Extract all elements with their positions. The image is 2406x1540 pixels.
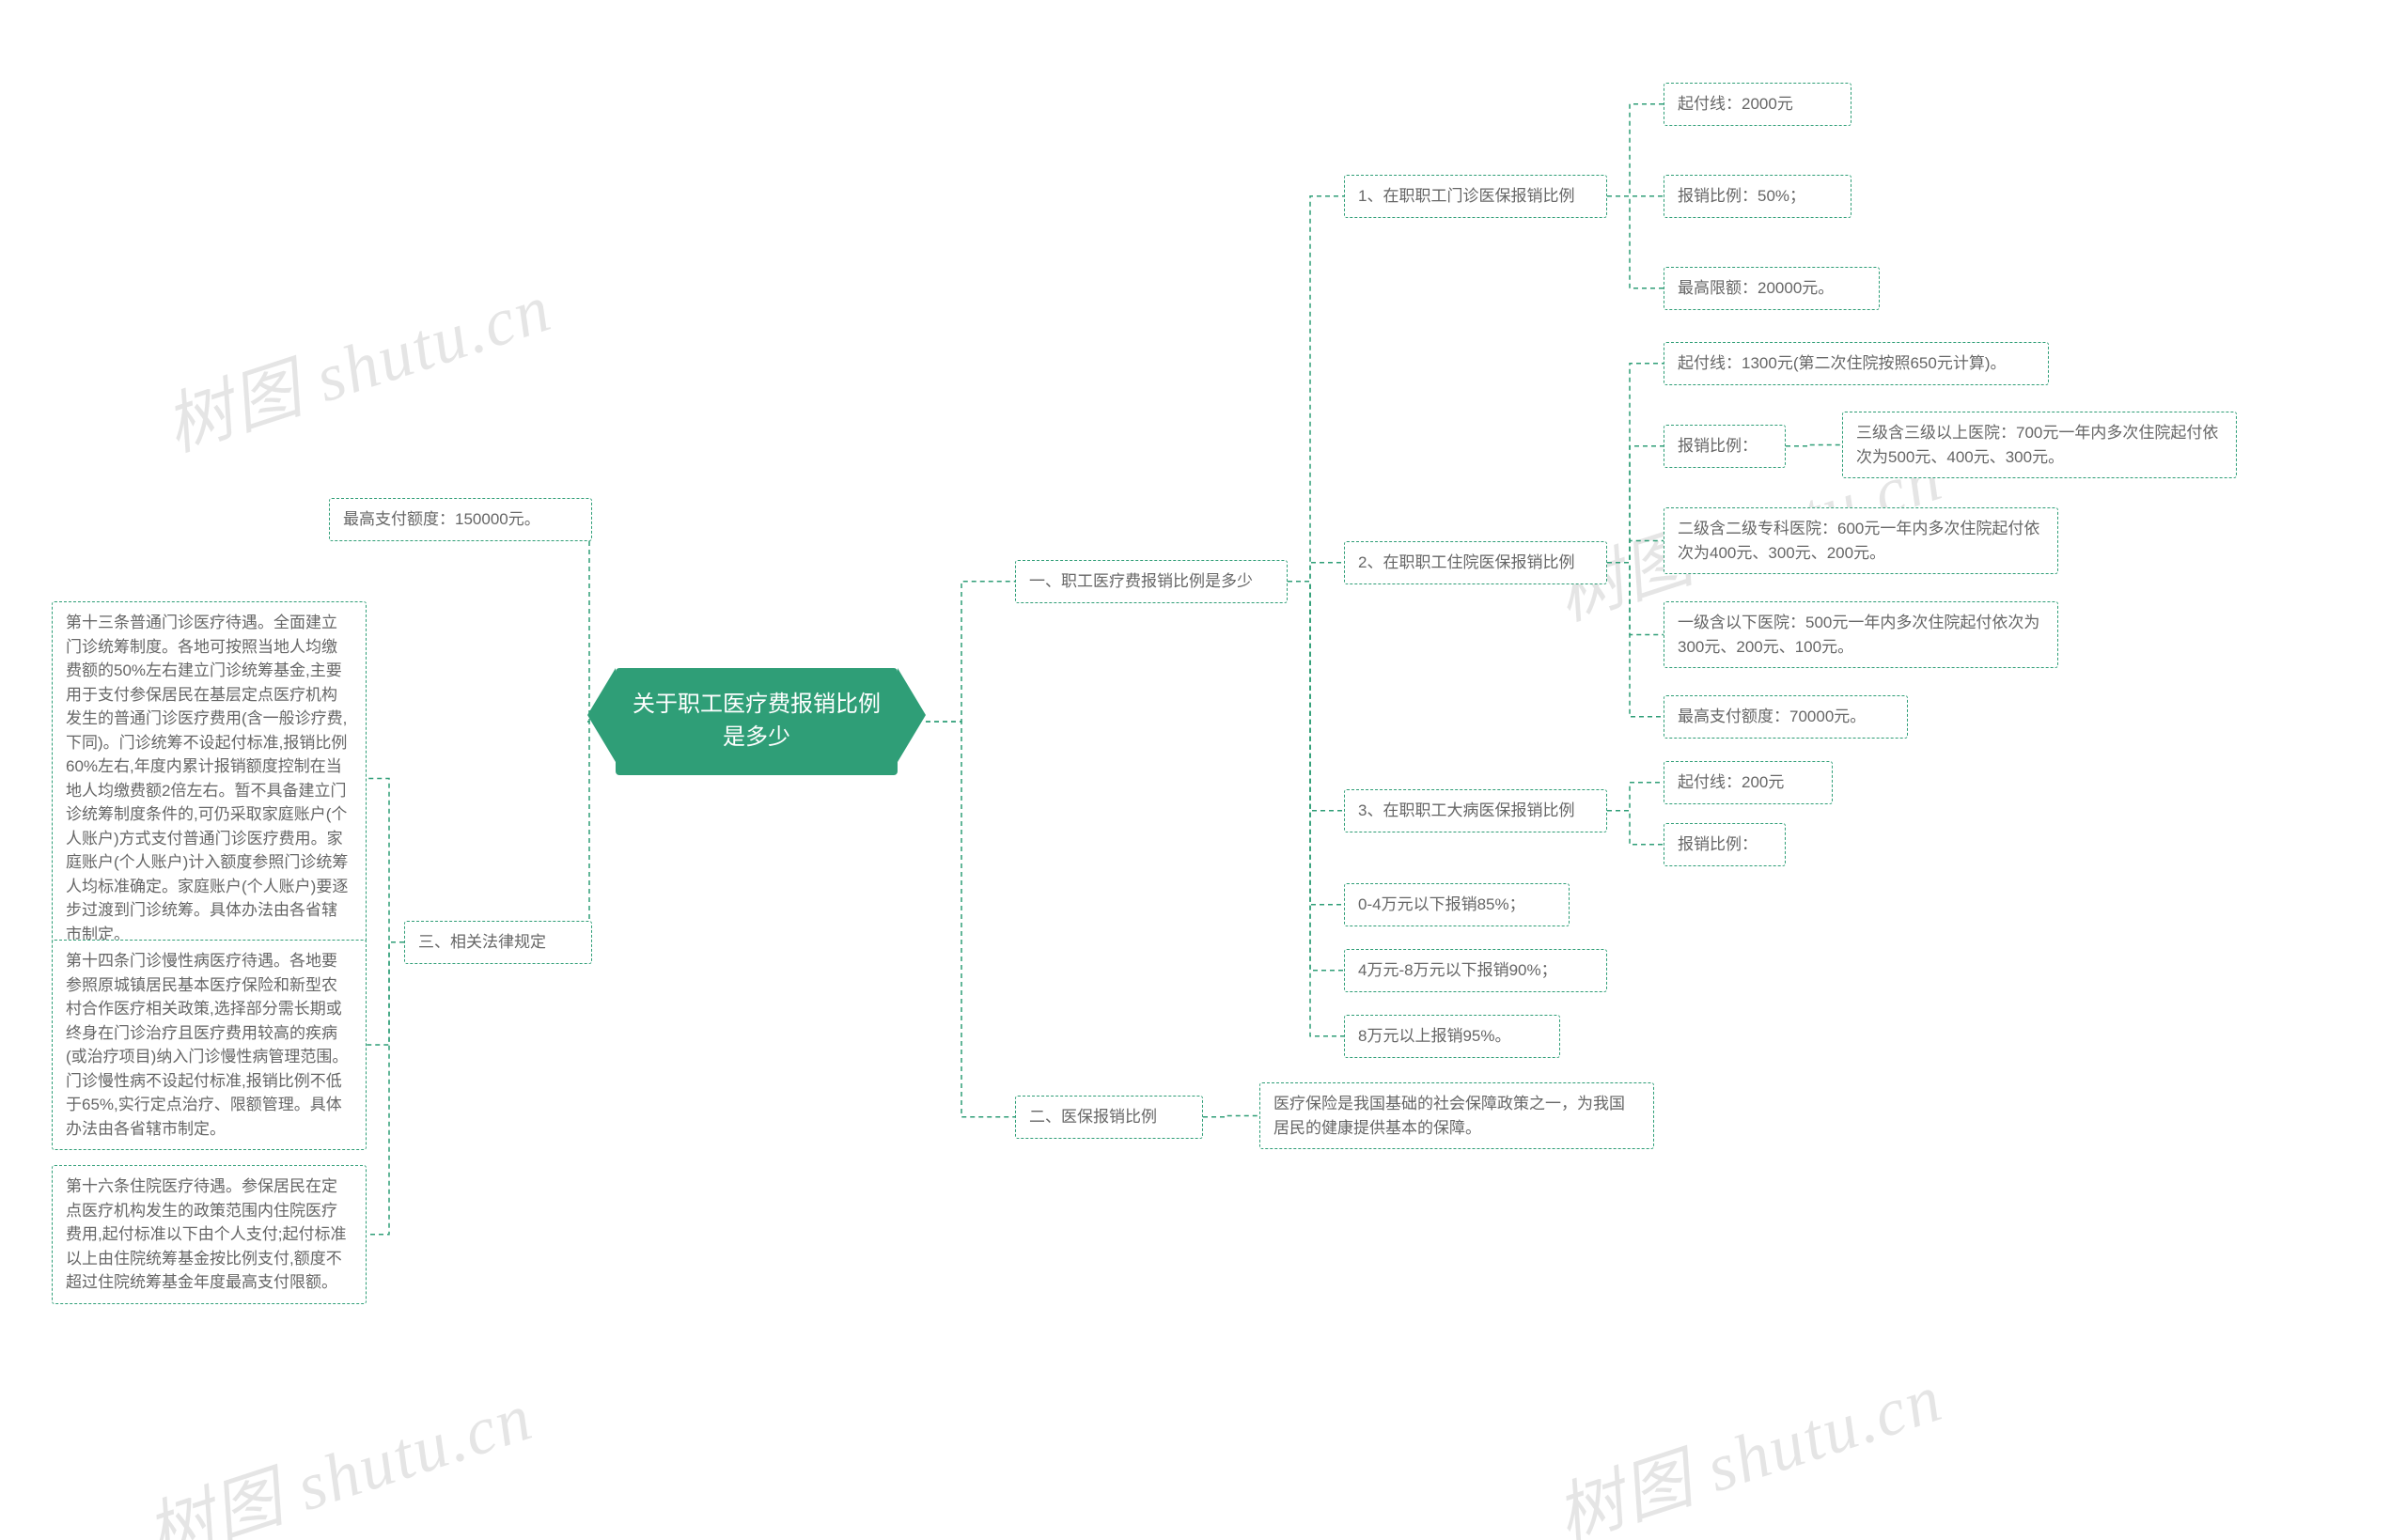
watermark: 树图 shutu.cn <box>150 252 562 469</box>
section-1-child-3[interactable]: 3、在职职工大病医保报销比例 <box>1344 789 1607 832</box>
section-2[interactable]: 二、医保报销比例 <box>1015 1096 1203 1139</box>
section-1-child-2[interactable]: 2、在职职工住院医保报销比例 <box>1344 541 1607 584</box>
section-3[interactable]: 三、相关法律规定 <box>404 921 592 964</box>
section-1-child-1[interactable]: 1、在职职工门诊医保报销比例 <box>1344 175 1607 218</box>
root-node[interactable]: 关于职工医疗费报销比例是多少 <box>616 668 898 775</box>
leaf-l3b: 第十四条门诊慢性病医疗待遇。各地要参照原城镇居民基本医疗保险和新型农村合作医疗相… <box>52 940 367 1150</box>
section-1-child-4: 0-4万元以下报销85%； <box>1344 883 1570 926</box>
section-1[interactable]: 一、职工医疗费报销比例是多少 <box>1015 560 1288 603</box>
mindmap-canvas: 树图 shutu.cn 树图 shutu.cn 树图 shutu.cn 树图 s… <box>0 0 2406 1540</box>
leaf-c2d: 一级含以下医院：500元一年内多次住院起付依次为300元、200元、100元。 <box>1664 601 2058 668</box>
leaf-c1a: 起付线：2000元 <box>1664 83 1851 126</box>
leaf-c2b: 报销比例： <box>1664 425 1786 468</box>
root-wedge-left-icon <box>587 668 616 762</box>
section-1-child-5: 4万元-8万元以下报销90%； <box>1344 949 1607 992</box>
leaf-c2e: 最高支付额度：70000元。 <box>1664 695 1908 739</box>
root-wedge-right-icon <box>898 668 926 762</box>
leaf-c2b1: 三级含三级以上医院：700元一年内多次住院起付依次为500元、400元、300元… <box>1842 412 2237 478</box>
section-1-child-6: 8万元以上报销95%。 <box>1344 1015 1560 1058</box>
leaf-c1c: 最高限额：20000元。 <box>1664 267 1880 310</box>
leaf-c3a: 起付线：200元 <box>1664 761 1833 804</box>
leaf-c1b: 报销比例：50%； <box>1664 175 1851 218</box>
leaf-l3a: 第十三条普通门诊医疗待遇。全面建立门诊统筹制度。各地可按照当地人均缴费额的50%… <box>52 601 367 956</box>
leaf-c2c: 二级含二级专科医院：600元一年内多次住院起付依次为400元、300元、200元… <box>1664 507 2058 574</box>
leaf-c3b: 报销比例： <box>1664 823 1786 866</box>
leaf-s2a: 医疗保险是我国基础的社会保障政策之一，为我国居民的健康提供基本的保障。 <box>1259 1082 1654 1149</box>
leaf-l3c: 第十六条住院医疗待遇。参保居民在定点医疗机构发生的政策范围内住院医疗费用,起付标… <box>52 1165 367 1304</box>
watermark: 树图 shutu.cn <box>132 1361 543 1540</box>
section-0: 最高支付额度：150000元。 <box>329 498 592 541</box>
watermark: 树图 shutu.cn <box>1541 1342 1953 1540</box>
leaf-c2a: 起付线：1300元(第二次住院按照650元计算)。 <box>1664 342 2049 385</box>
